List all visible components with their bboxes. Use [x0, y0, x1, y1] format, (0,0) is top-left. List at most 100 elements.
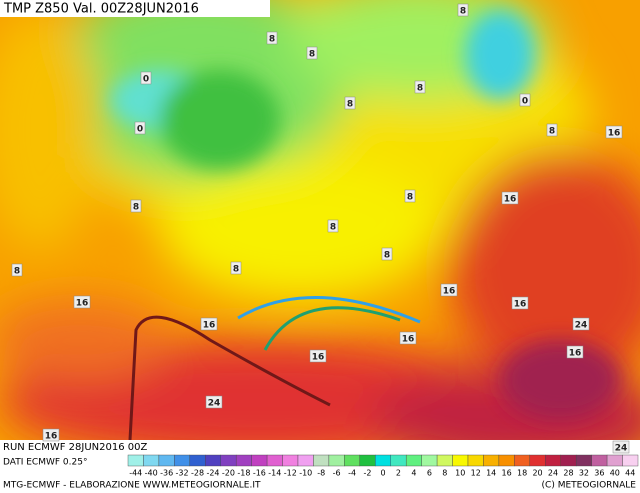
contour-label: 16: [569, 349, 582, 359]
contour-label: 0: [137, 125, 143, 135]
copyright-text: (C) METEOGIORNALE: [542, 481, 637, 491]
scale-cell: [359, 454, 376, 467]
contour-label-bg: [501, 191, 519, 205]
contour-label: 8: [407, 193, 413, 203]
scale-cell: [467, 454, 484, 467]
contour-label-bg: [566, 345, 584, 359]
scale-label: 6: [427, 469, 432, 478]
scale-label: 36: [594, 469, 604, 478]
contour-label-bg: [134, 121, 146, 135]
contour-label: 24: [575, 321, 588, 331]
scale-cell: [266, 454, 283, 467]
scale-label: -6: [333, 469, 341, 478]
scale-cell: [375, 454, 391, 467]
scale-label: -2: [364, 469, 372, 478]
contour-label-bg: [414, 80, 426, 94]
contour-label: 8: [269, 35, 275, 45]
contour-label: 0: [143, 75, 149, 85]
contour-label: 0: [522, 97, 528, 107]
contour-label-bg: [612, 440, 630, 454]
contour-label-bg: [381, 247, 393, 261]
map-title: TMP Z850 Val. 00Z28JUN2016: [3, 2, 199, 17]
contour-label: 8: [133, 203, 139, 213]
scale-label: -20: [222, 469, 235, 478]
scale-label: 2: [396, 469, 401, 478]
contour-label-bg: [140, 71, 152, 85]
scale-cell: [436, 454, 453, 467]
run-text: RUN ECMWF 28JUN2016 00Z: [3, 442, 148, 453]
contour-label-bg: [42, 428, 60, 442]
scale-label: 24: [548, 469, 558, 478]
scale-cell: [545, 454, 561, 467]
scale-cell: [220, 454, 237, 467]
front-line: [237, 295, 421, 324]
scale-label: -28: [191, 469, 204, 478]
contour-label-bg: [546, 123, 558, 137]
contour-label: 8: [233, 265, 239, 275]
scale-cell: [591, 454, 608, 467]
contour-label-bg: [440, 283, 458, 297]
scale-cell: [514, 454, 531, 467]
contour-label-bg: [511, 296, 529, 310]
scale-cell: [560, 454, 577, 467]
contour-label: 8: [460, 7, 466, 17]
scale-cell: [313, 454, 330, 467]
contour-label: 16: [514, 300, 527, 310]
contour-label-bg: [205, 395, 223, 409]
contour-label-bg: [404, 189, 416, 203]
scale-label: 20: [532, 469, 542, 478]
scale-label: -18: [237, 469, 250, 478]
contour-label: 8: [417, 84, 423, 94]
contour-label-bg: [572, 317, 590, 331]
contour-label: 24: [615, 444, 628, 454]
contour-label-bg: [130, 199, 142, 213]
scale-label: 14: [486, 469, 496, 478]
contour-label-bg: [200, 317, 218, 331]
contour-label: 8: [549, 127, 555, 137]
data-text: DATI ECMWF 0.25°: [3, 458, 87, 468]
contour-label-bg: [399, 331, 417, 345]
scale-label: -40: [145, 469, 158, 478]
contour-label: 16: [608, 129, 621, 139]
scale-cell: [606, 454, 623, 467]
contour-label: 16: [203, 321, 216, 331]
scale-cell: [235, 454, 252, 467]
credit-text: MTG-ECMWF - ELABORAZIONE WWW.METEOGIORNA…: [3, 481, 261, 491]
scale-label: -32: [176, 469, 189, 478]
scale-cell: [174, 454, 191, 467]
temperature-field: [0, 0, 640, 440]
contour-label: 24: [208, 399, 221, 409]
scale-cell: [421, 454, 438, 467]
scale-label: 12: [471, 469, 481, 478]
scale-label: -36: [160, 469, 173, 478]
scale-label: 8: [442, 469, 447, 478]
contour-label-bg: [266, 31, 278, 45]
scale-cell: [529, 454, 546, 467]
scale-cell: [282, 454, 299, 467]
scale-cell: [297, 454, 314, 467]
scale-label: 44: [625, 469, 635, 478]
contour-label-bg: [344, 96, 356, 110]
contour-label-bg: [230, 261, 242, 275]
scale-cell: [405, 454, 422, 467]
scale-label: 32: [579, 469, 589, 478]
contour-label-bg: [605, 125, 623, 139]
scale-cell: [189, 454, 206, 467]
scale-label: -10: [299, 469, 312, 478]
scale-cell: [390, 454, 407, 467]
scale-label: 28: [563, 469, 573, 478]
scale-cell: [328, 454, 345, 467]
contour-label: 8: [309, 50, 315, 60]
scale-label: -4: [348, 469, 356, 478]
scale-cell: [498, 454, 515, 467]
scale-cell: [251, 454, 268, 467]
contour-label: 8: [330, 223, 336, 233]
contour-label: 8: [14, 267, 20, 277]
scale-cell: [452, 454, 469, 467]
contour-label: 16: [443, 287, 456, 297]
scale-label: 4: [411, 469, 416, 478]
front-line: [263, 306, 401, 351]
scale-cell: [344, 454, 361, 467]
scale-label: -24: [206, 469, 219, 478]
scale-cell: [127, 454, 144, 467]
